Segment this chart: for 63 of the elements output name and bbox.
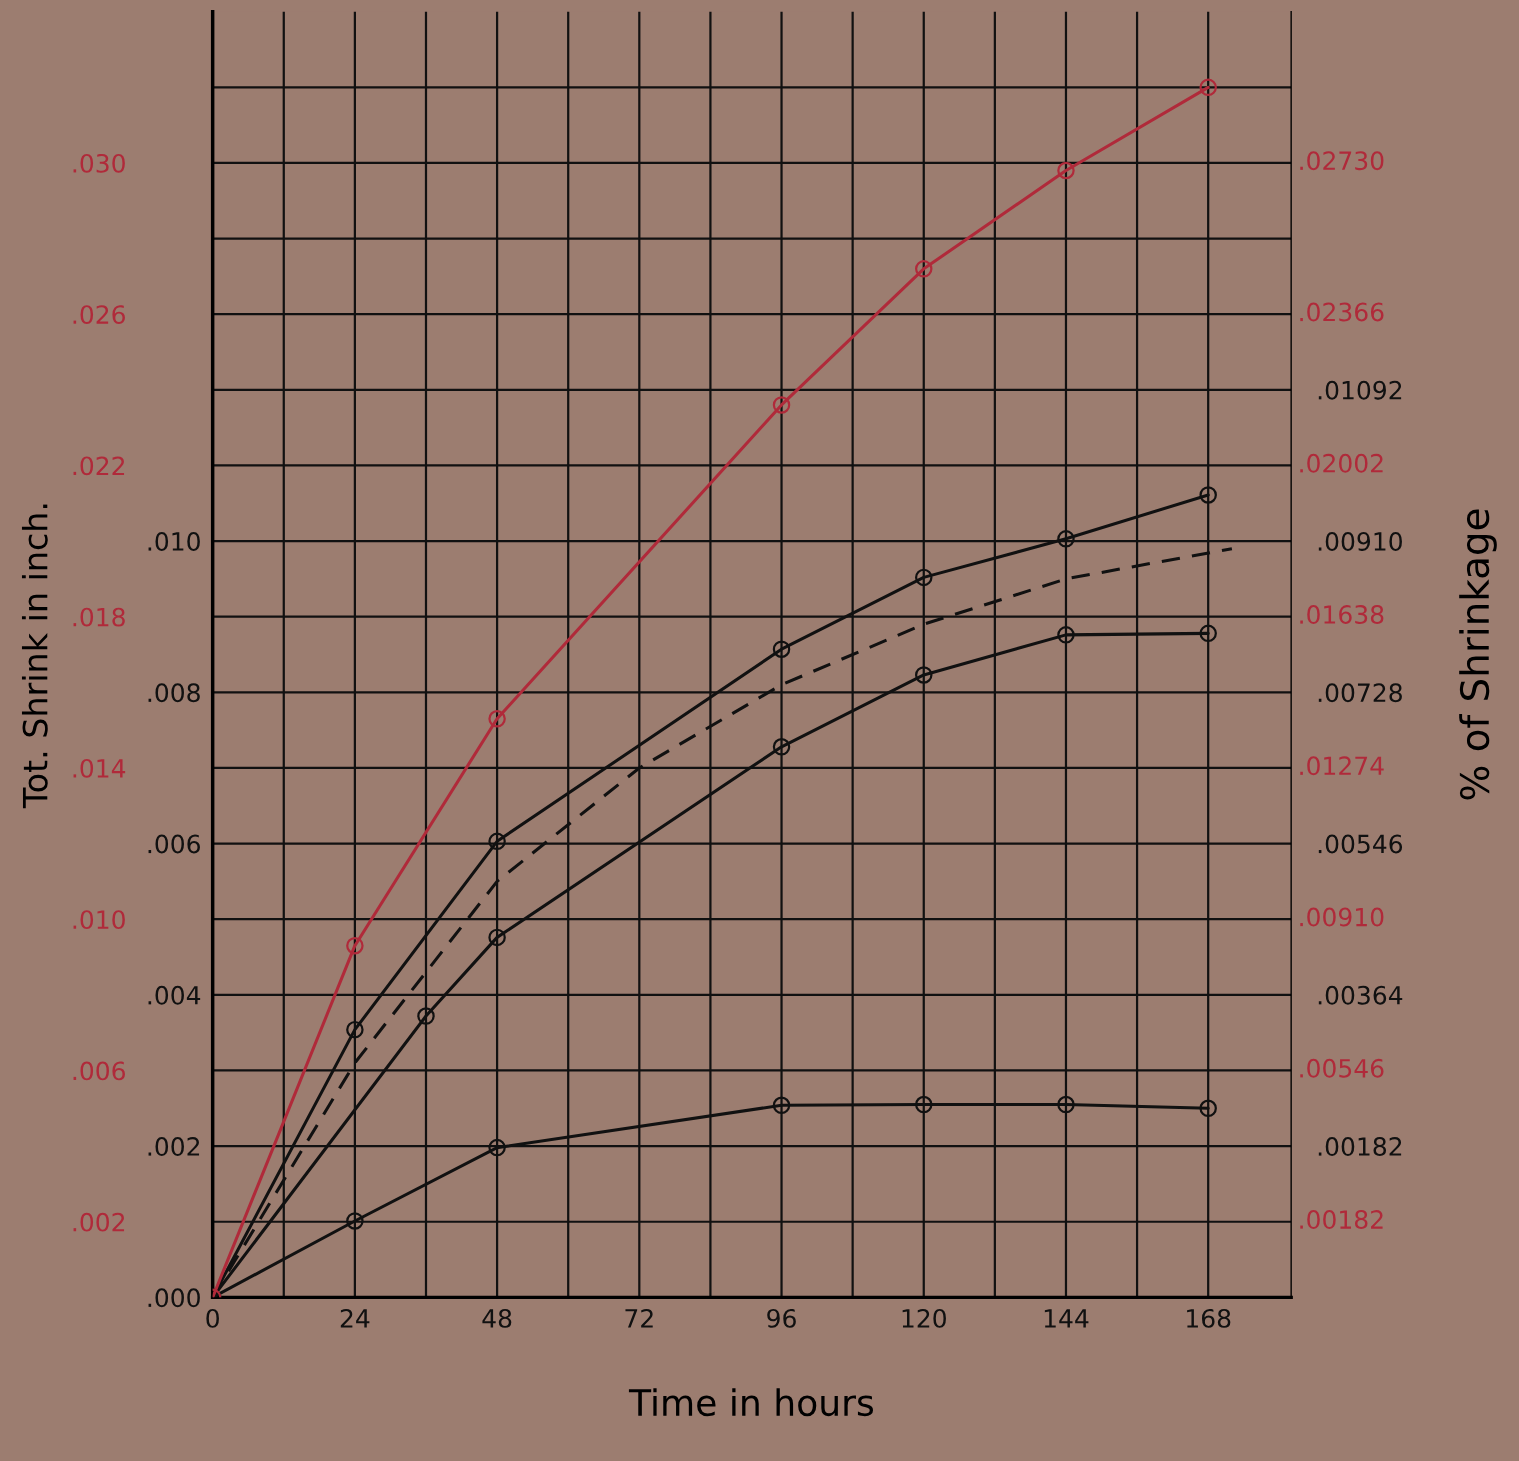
point — [772, 738, 791, 756]
point — [915, 568, 933, 587]
text: .02730 — [1300, 151, 1384, 171]
y2-axis-title: Tot. Shrink in inch. — [21, 504, 48, 809]
y2-tick-label: .002 — [73, 1212, 125, 1232]
y-tick-label: .004 — [148, 985, 201, 1005]
y2-tick-label: .022 — [73, 456, 125, 476]
point — [417, 1007, 435, 1025]
y3-tick-label: .01092 — [1318, 380, 1402, 400]
text: .00546 — [1300, 1058, 1384, 1078]
point — [488, 928, 506, 947]
point — [1199, 624, 1217, 643]
y-tick-label: .006 — [148, 834, 200, 854]
x-tick-label: 120 — [902, 1308, 946, 1328]
y3-tick-label: .00728 — [1318, 683, 1402, 703]
y2-tick-label: .010 — [73, 910, 125, 930]
y-tick-label: .010 — [148, 532, 200, 551]
y-tick-label: .002 — [148, 1137, 200, 1156]
point — [1199, 1099, 1217, 1118]
y3-tick-label: .00364 — [1318, 985, 1403, 1005]
point — [772, 396, 791, 414]
y3-tick-label: .00546 — [1318, 834, 1403, 854]
y-tick-label: .008 — [148, 683, 200, 703]
point — [1057, 626, 1075, 644]
x-tick-label: 168 — [1187, 1308, 1231, 1328]
x-tick-label: 144 — [1044, 1309, 1089, 1328]
point — [488, 1138, 506, 1157]
point — [1057, 161, 1075, 180]
y3-tick-label: .00910 — [1318, 532, 1402, 551]
point — [915, 666, 933, 684]
text: .01274 — [1300, 756, 1384, 776]
x-tick-label: 24 — [340, 1308, 370, 1328]
x-tick-label: 72 — [625, 1308, 653, 1328]
x-axis-title: Time in hours — [628, 1388, 874, 1417]
text: .02366 — [1300, 302, 1384, 322]
text: .02002 — [1300, 453, 1383, 473]
point — [346, 1212, 364, 1230]
y2-tick-label: .026 — [73, 305, 125, 325]
point — [488, 710, 506, 728]
x-tick-label: 48 — [482, 1308, 512, 1328]
point — [346, 1020, 364, 1039]
y3-tick-label: .00182 — [1318, 1137, 1402, 1156]
point — [1199, 486, 1217, 504]
text: .00182 — [1300, 1210, 1383, 1229]
y-tick-label: .000 — [148, 1288, 200, 1308]
point — [772, 1096, 791, 1115]
point — [1057, 1095, 1075, 1114]
y3-axis-title: % of Shrinkage — [1459, 509, 1497, 800]
y2-tick-label: .018 — [73, 607, 125, 627]
point — [346, 936, 364, 955]
text: .01638 — [1300, 605, 1384, 624]
point — [1057, 530, 1075, 548]
point — [488, 832, 506, 851]
text: .00910 — [1300, 907, 1384, 927]
y2-tick-label: .014 — [73, 758, 126, 778]
y2-tick-label: .006 — [73, 1061, 125, 1081]
y2-tick-label: .030 — [73, 153, 125, 173]
point — [915, 1095, 933, 1114]
point — [772, 640, 791, 658]
x-tick-label: 96 — [767, 1308, 796, 1328]
point — [1199, 78, 1217, 97]
point — [915, 260, 933, 278]
x-tick-label: 0 — [206, 1308, 219, 1328]
